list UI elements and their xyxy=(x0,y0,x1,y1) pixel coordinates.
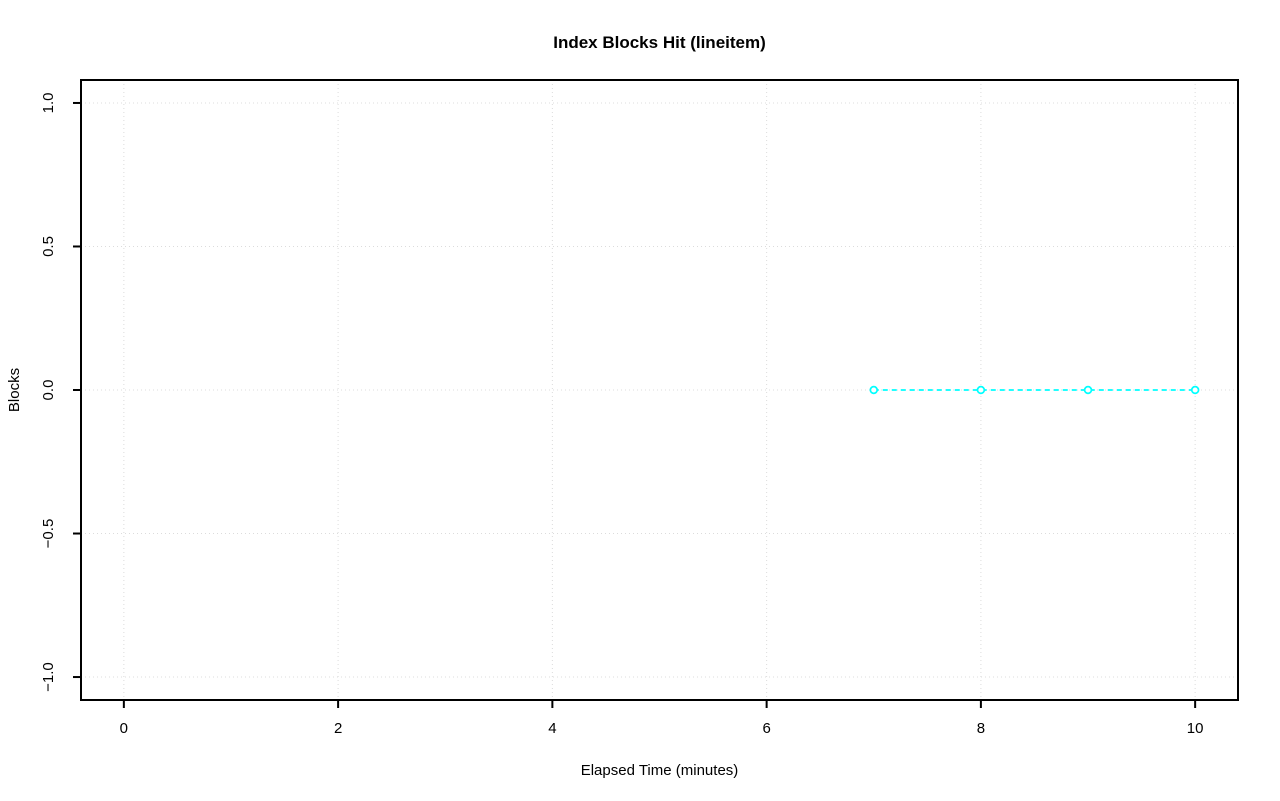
y-tick-label: −1.0 xyxy=(40,662,57,692)
y-axis-title: Blocks xyxy=(6,368,23,412)
x-tick-label: 0 xyxy=(120,720,128,737)
y-tick-label: −0.5 xyxy=(40,519,57,549)
y-tick-label: 0.0 xyxy=(40,380,57,401)
data-point-marker xyxy=(1083,385,1093,395)
x-tick-label: 8 xyxy=(977,720,985,737)
x-tick-label: 2 xyxy=(334,720,342,737)
x-tick-label: 6 xyxy=(762,720,770,737)
data-point-marker xyxy=(869,385,879,395)
y-tick-label: 0.5 xyxy=(40,236,57,257)
x-axis-title: Elapsed Time (minutes) xyxy=(581,762,739,779)
y-tick-label: 1.0 xyxy=(40,93,57,114)
chart-title: Index Blocks Hit (lineitem) xyxy=(553,33,766,52)
x-tick-label: 4 xyxy=(548,720,556,737)
data-point-marker xyxy=(1190,385,1200,395)
data-point-marker xyxy=(976,385,986,395)
x-tick-label: 10 xyxy=(1187,720,1204,737)
